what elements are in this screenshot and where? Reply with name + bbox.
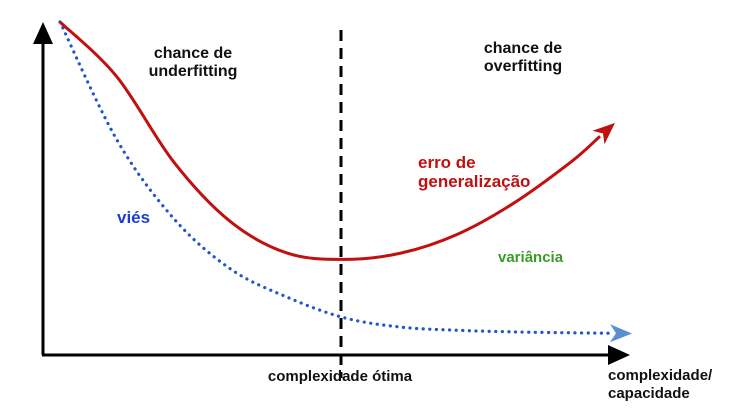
bias-curve [58, 20, 614, 335]
generalization-error-line2: generalização [418, 172, 531, 191]
variance-label: variância [498, 249, 564, 266]
y-axis-arrowhead [33, 22, 53, 44]
underfitting-region-label: chance de underfitting [128, 45, 258, 81]
x-axis-label: complexidade/ capacidade [608, 367, 712, 403]
bias-label: viés [117, 208, 151, 227]
underfitting-line1: chance de [153, 45, 233, 62]
generalization-error-label: erro de generalização [418, 153, 530, 191]
x-axis-label-line1: complexidade/ [608, 367, 713, 384]
x-axis-label-line2: capacidade [608, 385, 690, 402]
overfitting-line1: chance de [483, 40, 563, 57]
generalization-error-curve-arrowhead [592, 122, 615, 145]
x-axis-arrowhead [608, 345, 630, 365]
optimal-complexity-label: complexidade ótima [267, 368, 413, 385]
overfitting-region-label: chance de overfitting [458, 40, 588, 76]
underfitting-line2: underfitting [148, 63, 238, 80]
bias-curve-arrowhead [609, 324, 632, 343]
generalization-error-line1: erro de [418, 153, 476, 172]
generalization-error-curve [58, 20, 602, 261]
overfitting-line2: overfitting [483, 58, 563, 75]
